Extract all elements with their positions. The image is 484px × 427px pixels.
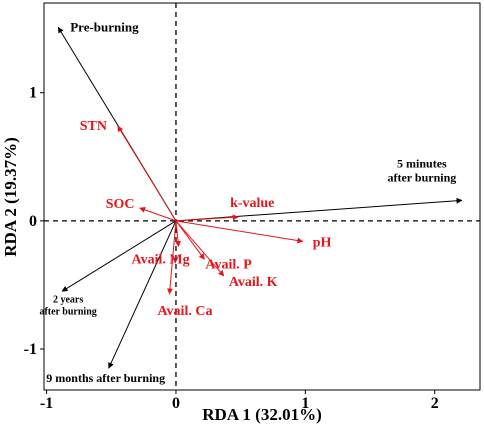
environment-arrow-label: Avail. Ca — [157, 304, 212, 319]
environment-arrow-label: Avail. K — [229, 275, 278, 290]
environment-arrow-label: STN — [80, 119, 107, 134]
sample-arrow-label: 2 years after burning — [39, 294, 96, 317]
environment-arrow — [117, 125, 177, 222]
environment-arrow — [139, 207, 177, 222]
environment-arrow-label: pH — [313, 235, 332, 250]
y-tick-label: -1 — [24, 341, 37, 358]
x-tick-label: 0 — [172, 395, 180, 412]
environment-arrow — [166, 220, 177, 295]
sample-arrow-label: Pre-burning — [70, 19, 139, 34]
environment-arrow-label: Avail. P — [205, 257, 252, 272]
y-axis-title: RDA 2 (19.37%) — [1, 137, 20, 256]
sample-arrow-label: 5 minutes after burning — [387, 156, 456, 184]
x-tick-label: 2 — [431, 395, 439, 412]
environment-arrow — [175, 220, 304, 244]
sample-arrow — [61, 220, 177, 292]
x-axis-title: RDA 1 (32.01%) — [202, 405, 321, 424]
environment-arrow-label: Avail. Mg — [132, 252, 190, 267]
x-tick-label: -1 — [40, 395, 53, 412]
y-tick-label: 1 — [29, 85, 37, 102]
environment-arrow-label: k-value — [230, 196, 274, 211]
sample-arrow-label: 9 months after burning — [46, 371, 165, 385]
plot-panel — [43, 2, 481, 391]
environment-arrow — [175, 214, 239, 222]
environment-arrow — [175, 220, 205, 260]
sample-arrow — [108, 220, 177, 369]
y-tick-label: 0 — [29, 213, 37, 230]
environment-arrow — [175, 220, 181, 248]
environment-arrow-label: SOC — [106, 197, 135, 212]
environment-arrow — [175, 220, 225, 277]
x-tick-label: 1 — [301, 395, 309, 412]
